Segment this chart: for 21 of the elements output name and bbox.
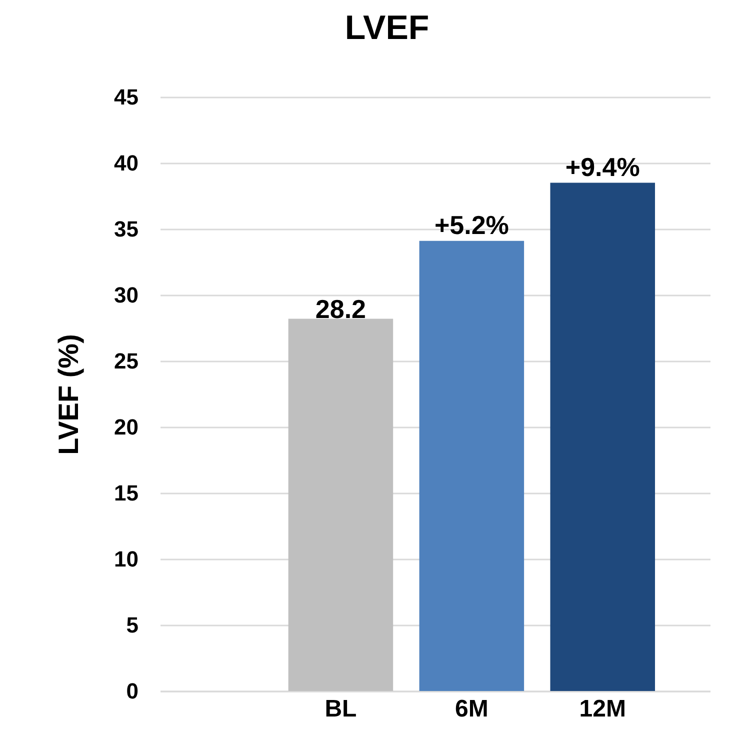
x-tick-label: BL: [324, 696, 357, 722]
y-axis-title: LVEF (%): [53, 334, 84, 455]
y-tick-label: 30: [114, 282, 138, 308]
y-tick-label: 20: [114, 414, 138, 440]
y-tick-label: 40: [114, 150, 138, 176]
annotation: +5.2%: [434, 210, 509, 240]
y-tick-label: 5: [126, 612, 138, 638]
bar: [550, 182, 655, 691]
bar: [288, 318, 394, 691]
y-tick-label: 45: [114, 84, 138, 110]
y-tick-label: 0: [126, 678, 138, 704]
chart-title: LVEF: [344, 9, 430, 47]
y-tick-label: 25: [114, 348, 138, 374]
bar: [419, 240, 524, 691]
x-tick-label: 6M: [454, 696, 488, 722]
data-label: 28.2: [315, 294, 366, 324]
annotation: +9.4%: [565, 152, 640, 182]
x-tick-label: 12M: [579, 696, 626, 722]
y-tick-label: 35: [114, 216, 138, 242]
y-tick-label: 10: [114, 546, 138, 572]
y-tick-label: 15: [114, 480, 138, 506]
